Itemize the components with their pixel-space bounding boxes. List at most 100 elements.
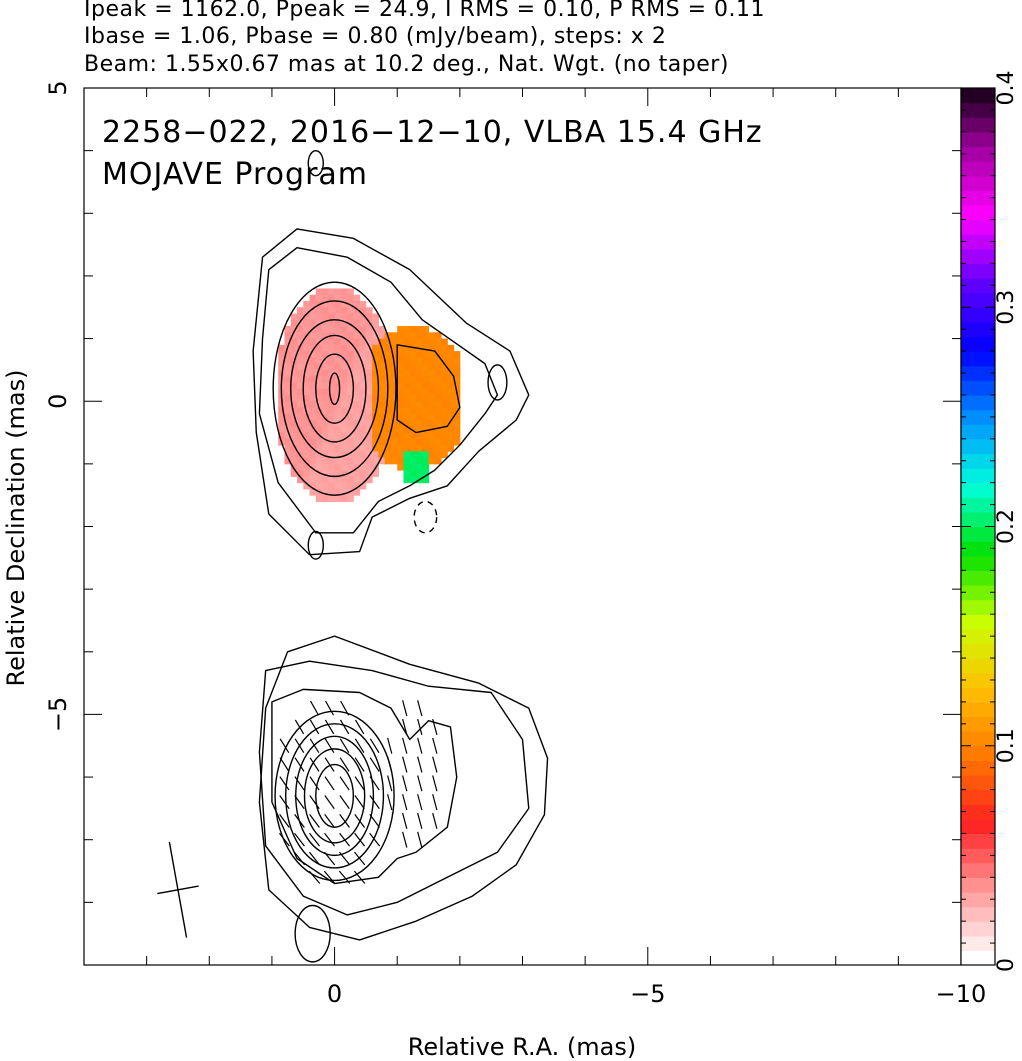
evpa-tick [339, 795, 350, 810]
pol-fraction-pixel [334, 432, 342, 440]
pol-fraction-pixel [347, 413, 354, 421]
pol-fraction-pixel [353, 482, 361, 490]
pol-fraction-pixel [428, 445, 436, 452]
pol-fraction-pixel [384, 407, 392, 415]
pol-fraction-pixel [309, 488, 317, 496]
pol-fraction-pixel [322, 470, 329, 477]
pol-fraction-pixel [365, 394, 373, 402]
pol-fraction-pixel [372, 369, 379, 377]
core-contour [280, 300, 389, 478]
pol-fraction-pixel [384, 344, 392, 352]
pol-fraction-pixel [409, 332, 417, 340]
pol-fraction-pixel [296, 394, 304, 402]
pol-fraction-pixel [453, 351, 461, 358]
pol-fraction-pixel [447, 401, 455, 408]
colorbar-swatch [961, 541, 995, 557]
x-tick-label: −10 [936, 980, 987, 1008]
pol-fraction-pixel [359, 326, 367, 333]
pol-fraction-pixel [453, 357, 461, 365]
pol-fraction-pixel [416, 326, 423, 333]
pol-fraction-pixel [365, 369, 373, 377]
pol-fraction-pixel [409, 476, 417, 484]
pol-fraction-pixel [347, 363, 354, 371]
header-line-1: Ipeak = 1162.0, Ppeak = 24.9, I RMS = 0.… [84, 0, 765, 22]
pol-fraction-pixel [284, 388, 292, 396]
pol-fraction-pixel [322, 438, 329, 446]
pol-fraction-pixel [390, 420, 398, 427]
pol-contour [258, 635, 549, 941]
colorbar-swatch [961, 731, 995, 747]
pol-fraction-pixel [447, 432, 455, 440]
pol-fraction-pixel [416, 438, 423, 446]
pol-fraction-pixel [422, 363, 430, 371]
evpa-tick [417, 812, 423, 829]
pol-fraction-pixel [428, 394, 436, 402]
pol-fraction-pixel [403, 476, 411, 484]
pol-fraction-pixel [359, 476, 367, 484]
pol-fraction-pixel [347, 482, 354, 490]
pol-fraction-pixel [347, 351, 354, 358]
evpa-tick [323, 851, 336, 866]
pol-fraction-pixel [334, 344, 342, 352]
pol-fraction-pixel [278, 357, 285, 365]
pol-fraction-pixel [422, 438, 430, 446]
pol-fraction-pixel [365, 470, 373, 477]
pol-fraction-pixel [353, 307, 361, 315]
pol-fraction-pixel [397, 326, 404, 333]
pol-fraction-pixel [409, 451, 417, 459]
pol-fraction-pixel [365, 445, 373, 452]
core-contour [315, 353, 355, 424]
pol-fraction-pixel [447, 407, 455, 415]
pol-fraction-pixel [290, 420, 298, 427]
colorbar-swatch [961, 511, 995, 528]
pol-fraction-pixel [296, 470, 304, 477]
pol-fraction-pixel [416, 363, 423, 371]
pol-fraction-pixel [296, 376, 304, 383]
pol-fraction-pixel [322, 369, 329, 377]
pol-fraction-pixel [303, 401, 311, 408]
pol-fraction-pixel [284, 363, 292, 371]
pol-fraction-pixel [322, 300, 329, 308]
pol-fraction-pixel [416, 401, 423, 408]
evpa-tick [323, 870, 336, 884]
pol-fraction-pixel [359, 382, 367, 390]
chart-subtitle: MOJAVE Program [102, 157, 368, 192]
pol-fraction-pixel [322, 420, 329, 427]
pol-fraction-pixel [309, 351, 317, 358]
colorbar-swatch [961, 614, 995, 630]
pol-fraction-pixel [334, 495, 342, 502]
pol-fraction-pixel [428, 413, 436, 421]
pol-fraction-pixel [334, 307, 342, 315]
evpa-tick [369, 776, 380, 791]
pol-fraction-pixel [278, 407, 285, 415]
evpa-tick [402, 794, 408, 811]
pol-fraction-pixel [447, 363, 455, 371]
pol-fraction-pixel [409, 351, 417, 358]
pol-fraction-pixel [334, 300, 342, 308]
pol-fraction-pixel [453, 376, 461, 383]
pol-fraction-pixel [403, 438, 411, 446]
pol-fraction-pixel [384, 451, 392, 459]
pol-fraction-pixel [353, 338, 361, 346]
colorbar-swatch [961, 921, 995, 937]
pol-fraction-pixel [397, 344, 404, 352]
pol-fraction-pixel [340, 307, 348, 315]
pol-fraction-pixel [422, 357, 430, 365]
pol-fraction-pixel [315, 307, 323, 315]
pol-fraction-pixel [422, 369, 430, 377]
pol-fraction-pixel [397, 451, 404, 459]
pol-fraction-pixel [453, 413, 461, 421]
y-tick-label: 5 [44, 80, 72, 95]
pol-fraction-pixel [347, 307, 354, 315]
pol-fraction-pixel [434, 388, 442, 396]
pol-fraction-pixel [340, 326, 348, 333]
pol-fraction-pixel [359, 319, 367, 327]
pol-fraction-pixel [422, 426, 430, 434]
pol-fraction-pixel [403, 363, 411, 371]
pol-fraction-pixel [347, 426, 354, 434]
pol-fraction-pixel [441, 344, 448, 352]
pol-fraction-pixel [322, 351, 329, 358]
pol-fraction-pixel [309, 300, 317, 308]
pol-fraction-pixel [296, 332, 304, 340]
pol-fraction-pixel [434, 426, 442, 434]
